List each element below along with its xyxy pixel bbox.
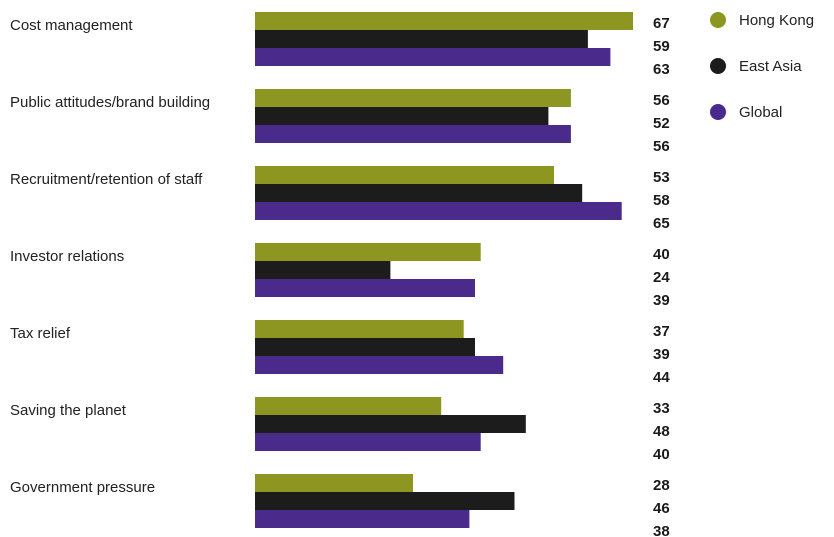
category-label-public-attitudes-brand-building: Public attitudes/brand building — [10, 94, 210, 111]
value-label-east-asia-public-attitudes-brand-building: 52 — [653, 115, 670, 132]
value-label-global-saving-the-planet: 40 — [653, 446, 670, 463]
value-label-global-recruitment-retention-of-staff: 65 — [653, 215, 670, 232]
bar-global-saving-the-planet — [255, 433, 481, 451]
legend-label-hong-kong: Hong Kong — [739, 12, 814, 29]
category-labels: Cost management Public attitudes/brand bu… — [10, 17, 210, 496]
bar-global-cost-management — [255, 48, 611, 66]
category-label-saving-the-planet: Saving the planet — [10, 402, 127, 419]
legend-label-global: Global — [739, 104, 782, 121]
value-label-east-asia-government-pressure: 46 — [653, 500, 670, 517]
value-label-east-asia-recruitment-retention-of-staff: 58 — [653, 192, 670, 209]
bar-hong-kong-cost-management — [255, 12, 633, 30]
value-label-hong-kong-tax-relief: 37 — [653, 323, 670, 340]
value-label-hong-kong-investor-relations: 40 — [653, 246, 670, 263]
value-label-global-tax-relief: 44 — [653, 369, 670, 386]
bar-hong-kong-government-pressure — [255, 474, 413, 492]
category-label-government-pressure: Government pressure — [10, 479, 155, 496]
bar-global-government-pressure — [255, 510, 470, 528]
legend: Hong Kong East Asia Global — [710, 12, 814, 121]
bar-east-asia-government-pressure — [255, 492, 515, 510]
value-label-hong-kong-cost-management: 67 — [653, 15, 670, 32]
bar-hong-kong-recruitment-retention-of-staff — [255, 166, 554, 184]
category-label-tax-relief: Tax relief — [10, 325, 71, 342]
legend-swatch-hong-kong — [710, 12, 726, 28]
bar-hong-kong-public-attitudes-brand-building — [255, 89, 571, 107]
bar-east-asia-public-attitudes-brand-building — [255, 107, 549, 125]
bar-east-asia-recruitment-retention-of-staff — [255, 184, 583, 202]
value-label-east-asia-saving-the-planet: 48 — [653, 423, 670, 440]
value-label-global-cost-management: 63 — [653, 61, 670, 78]
value-label-east-asia-tax-relief: 39 — [653, 346, 670, 363]
legend-label-east-asia: East Asia — [739, 58, 802, 75]
bar-east-asia-cost-management — [255, 30, 588, 48]
value-label-global-investor-relations: 39 — [653, 292, 670, 309]
category-label-recruitment-retention-of-staff: Recruitment/retention of staff — [10, 171, 203, 188]
bar-hong-kong-saving-the-planet — [255, 397, 442, 415]
bar-global-investor-relations — [255, 279, 475, 297]
bar-global-tax-relief — [255, 356, 504, 374]
category-label-cost-management: Cost management — [10, 17, 133, 34]
bars — [255, 12, 633, 528]
value-label-hong-kong-government-pressure: 28 — [653, 477, 670, 494]
bar-global-recruitment-retention-of-staff — [255, 202, 622, 220]
value-label-east-asia-cost-management: 59 — [653, 38, 670, 55]
value-label-global-government-pressure: 38 — [653, 523, 670, 537]
bar-east-asia-saving-the-planet — [255, 415, 526, 433]
value-label-global-public-attitudes-brand-building: 56 — [653, 138, 670, 155]
bar-global-public-attitudes-brand-building — [255, 125, 571, 143]
category-label-investor-relations: Investor relations — [10, 248, 124, 265]
value-label-hong-kong-recruitment-retention-of-staff: 53 — [653, 169, 670, 186]
legend-swatch-east-asia — [710, 58, 726, 74]
bar-east-asia-tax-relief — [255, 338, 475, 356]
bar-east-asia-investor-relations — [255, 261, 391, 279]
value-label-east-asia-investor-relations: 24 — [653, 269, 670, 286]
bar-hong-kong-investor-relations — [255, 243, 481, 261]
value-label-hong-kong-saving-the-planet: 33 — [653, 400, 670, 417]
value-label-hong-kong-public-attitudes-brand-building: 56 — [653, 92, 670, 109]
bar-hong-kong-tax-relief — [255, 320, 464, 338]
value-labels: 67 59 63 56 52 56 53 58 65 40 24 39 37 39 44 33 48 40 28 46… — [653, 15, 670, 537]
legend-swatch-global — [710, 104, 726, 120]
